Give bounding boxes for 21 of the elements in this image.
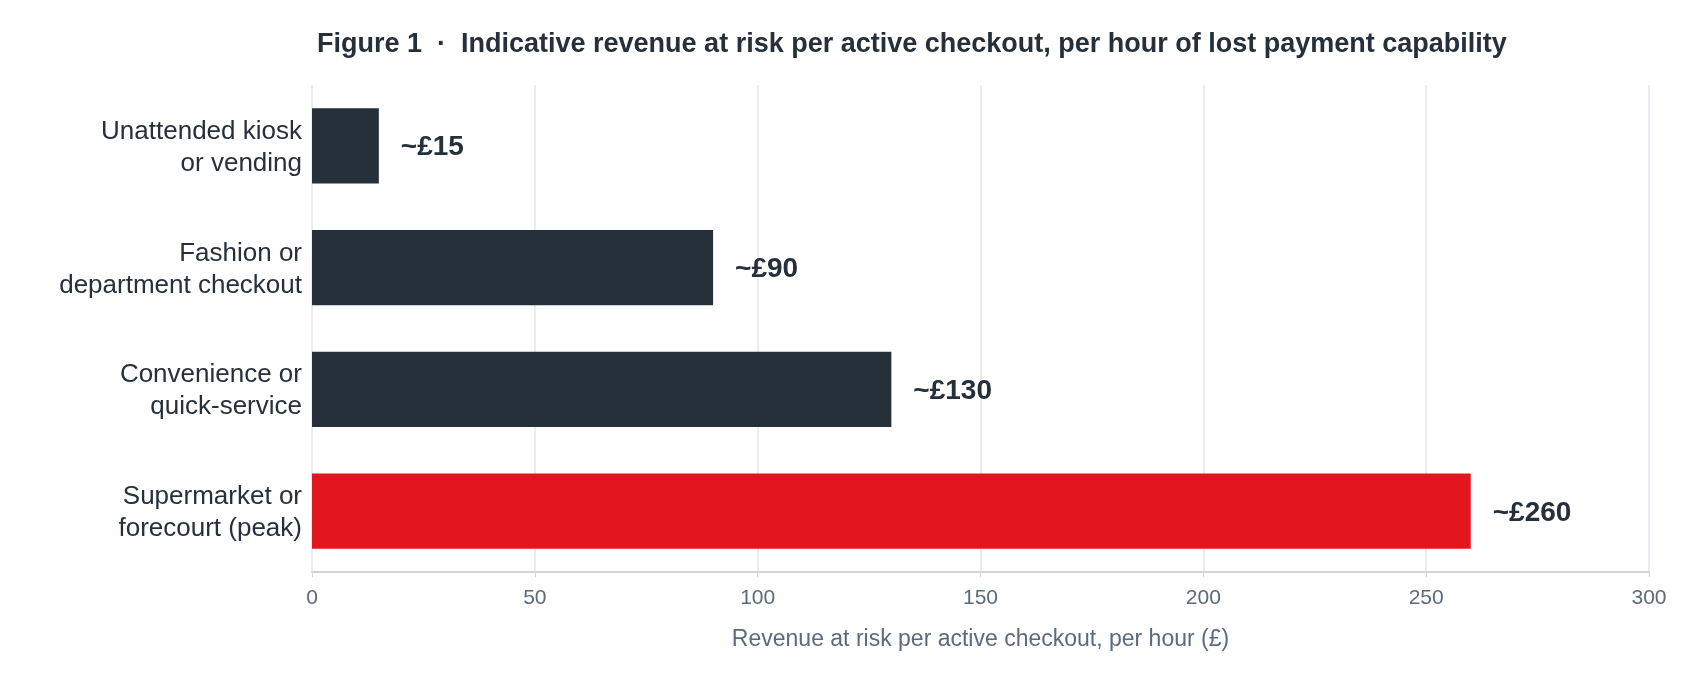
- x-tick-label: 200: [1185, 585, 1221, 608]
- data-label: ~£15: [400, 130, 464, 162]
- chart-title: Figure 1 · Indicative revenue at risk per active checkout, per hour of lost payment capability: [317, 27, 1507, 58]
- x-tick-label: 150: [962, 585, 999, 608]
- x-tick-label: 50: [523, 585, 547, 608]
- data-label: ~£260: [1492, 495, 1572, 527]
- bar: [312, 351, 892, 428]
- y-tick-label: Fashion or department checkout: [59, 236, 303, 299]
- bar: [312, 473, 1471, 549]
- x-tick-label: 0: [306, 585, 318, 608]
- y-tick-label: Supermarket or forecourt (peak): [118, 480, 303, 543]
- bar: [312, 229, 714, 306]
- x-tick-label: 100: [740, 585, 776, 608]
- y-tick-label: Unattended kiosk or vending: [101, 114, 303, 177]
- x-tick-label: 300: [1631, 585, 1667, 608]
- x-tick-label: 250: [1408, 585, 1444, 608]
- bar: [312, 108, 379, 184]
- x-axis-title: Revenue at risk per active checkout, per hour (£): [731, 624, 1230, 651]
- data-label: ~£90: [735, 252, 799, 284]
- data-label: ~£130: [913, 373, 993, 405]
- y-tick-label: Convenience or quick-service: [119, 358, 303, 421]
